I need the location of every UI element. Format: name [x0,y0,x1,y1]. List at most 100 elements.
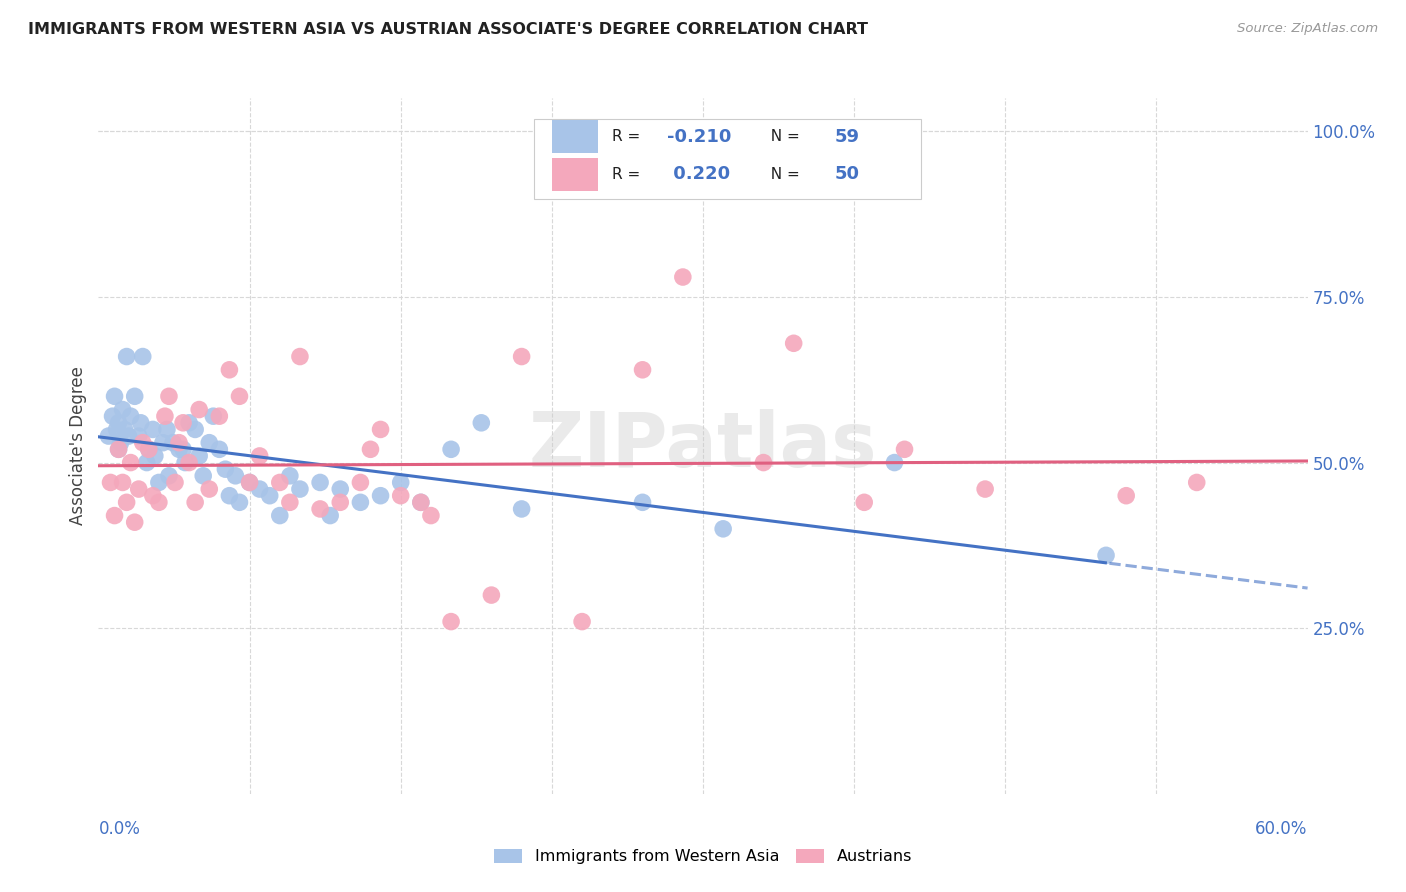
Point [370,422,392,436]
Point [208,409,231,424]
Point [188,402,211,417]
Point [167,442,190,457]
Point [103,389,125,403]
Point [110,435,132,450]
Point [278,468,301,483]
Point [329,495,352,509]
Point [105,422,128,436]
Point [711,522,734,536]
Point [152,435,174,450]
Point [510,350,533,364]
Point [148,495,170,509]
Point [309,475,332,490]
Point [1115,489,1137,503]
Point [214,462,236,476]
Legend: Immigrants from Western Asia, Austrians: Immigrants from Western Asia, Austrians [486,842,920,871]
Point [111,475,134,490]
Point [228,389,250,403]
Text: Source: ZipAtlas.com: Source: ZipAtlas.com [1237,22,1378,36]
Point [148,475,170,490]
Point [239,475,262,490]
Point [202,409,225,424]
Point [510,502,533,516]
Text: N =: N = [761,167,804,182]
Point [208,442,231,457]
Point [249,449,271,463]
Point [103,508,125,523]
Point [179,456,201,470]
Point [124,389,146,403]
Point [157,389,180,403]
Text: -0.210: -0.210 [666,128,731,145]
Point [278,495,301,509]
Point [360,442,382,457]
Point [883,456,905,470]
Text: R =: R = [613,167,645,182]
Point [470,416,492,430]
Point [389,489,412,503]
Point [218,489,240,503]
Point [783,336,806,351]
Point [188,449,211,463]
Point [269,475,291,490]
Bar [553,158,598,191]
Point [853,495,876,509]
Point [138,442,160,457]
Point [198,482,221,496]
Point [142,422,165,436]
Point [309,502,332,516]
Point [752,456,775,470]
Text: 60.0%: 60.0% [1256,820,1308,838]
Text: R =: R = [613,129,645,145]
Point [115,495,138,509]
Point [440,442,463,457]
Point [631,363,654,377]
Point [100,475,122,490]
Point [132,350,155,364]
Point [114,422,136,436]
Point [120,456,142,470]
Point [184,422,207,436]
Point [174,456,197,470]
Point [143,449,166,463]
Point [269,508,291,523]
Point [101,409,124,424]
Point [193,468,215,483]
Point [118,429,141,443]
Point [329,482,352,496]
Point [157,468,180,483]
Point [124,515,146,529]
Point [163,475,186,490]
Point [349,495,371,509]
Bar [553,120,598,153]
Point [481,588,503,602]
Point [370,489,392,503]
Point [409,495,432,509]
Point [111,402,134,417]
Point [228,495,250,509]
Point [172,416,194,430]
Point [184,495,207,509]
Point [179,416,201,430]
Point [420,508,443,523]
Text: N =: N = [761,129,804,145]
Point [107,442,129,457]
Point [1185,475,1208,490]
Point [156,422,179,436]
Point [249,482,271,496]
Point [198,435,221,450]
Point [288,482,311,496]
Text: 0.0%: 0.0% [98,820,141,838]
Point [631,495,654,509]
FancyBboxPatch shape [534,119,921,199]
Point [128,482,150,496]
Point [259,489,281,503]
Point [288,350,311,364]
Point [129,416,152,430]
Point [135,456,157,470]
Point [115,350,138,364]
Point [893,442,915,457]
Point [974,482,997,496]
Text: 59: 59 [835,128,860,145]
Point [120,409,142,424]
